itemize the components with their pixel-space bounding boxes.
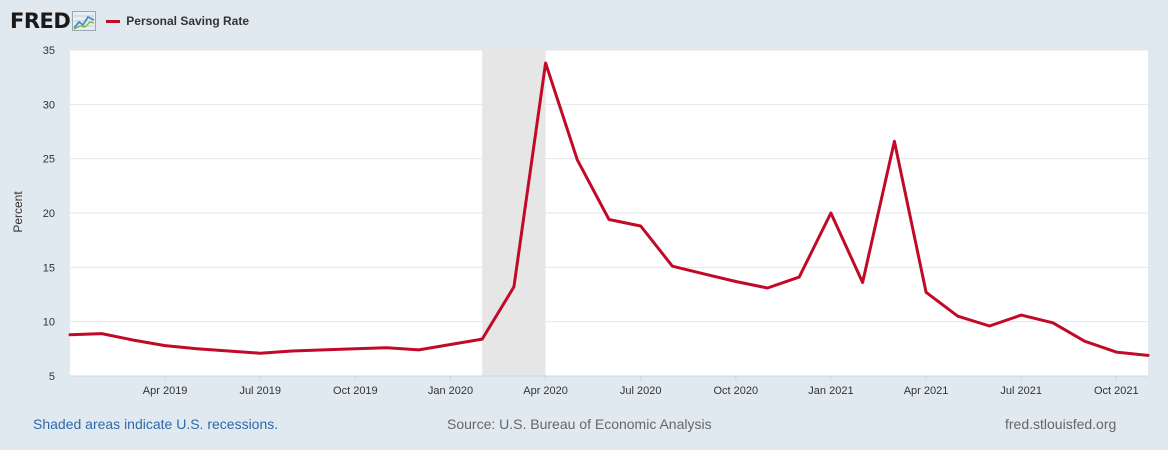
legend-swatch	[106, 19, 121, 23]
fred-logo-text: FRED	[10, 9, 71, 33]
y-tick-label: 35	[43, 45, 55, 57]
x-tick-label: Jan 2021	[808, 385, 853, 397]
x-tick-label: Jan 2020	[428, 385, 473, 397]
series-line-personal-saving-rate[interactable]	[68, 61, 1150, 357]
y-tick-label: 10	[43, 317, 55, 329]
x-tick-label: Oct 2021	[1094, 385, 1139, 397]
y-axis-label: Percent	[11, 191, 25, 233]
y-tick-label: 5	[49, 371, 55, 383]
chart-legend: Personal Saving Rate	[106, 14, 249, 28]
y-tick-label: 30	[43, 99, 55, 111]
legend-label: Personal Saving Rate	[126, 14, 250, 28]
x-tick-label: Jul 2020	[620, 385, 662, 397]
fred-logo[interactable]: FRED	[10, 9, 97, 33]
y-tick-label: 15	[43, 262, 55, 274]
x-tick-label: Jul 2019	[239, 385, 281, 397]
site-link[interactable]: fred.stlouisfed.org	[1005, 416, 1117, 432]
x-tick-label: Oct 2020	[714, 385, 759, 397]
recession-note-link[interactable]: Shaded areas indicate U.S. recessions.	[33, 416, 279, 432]
x-tick-label: Apr 2020	[523, 385, 568, 397]
fred-graph-icon	[72, 11, 97, 31]
x-tick-label: Apr 2019	[143, 385, 188, 397]
chart-header: FRED Personal Saving Rate	[10, 6, 249, 36]
source-note: Source: U.S. Bureau of Economic Analysis	[447, 416, 712, 432]
line-chart: 5 10 15 20 25 30 35 Apr 2019 Jul 2019 Oct 2019 Ja…	[11, 45, 1150, 397]
x-tick-label: Oct 2019	[333, 385, 378, 397]
x-tick-label: Jul 2021	[1000, 385, 1042, 397]
y-tick-label: 25	[43, 154, 55, 166]
x-tick-label: Apr 2021	[904, 385, 949, 397]
y-tick-label: 20	[43, 208, 55, 220]
